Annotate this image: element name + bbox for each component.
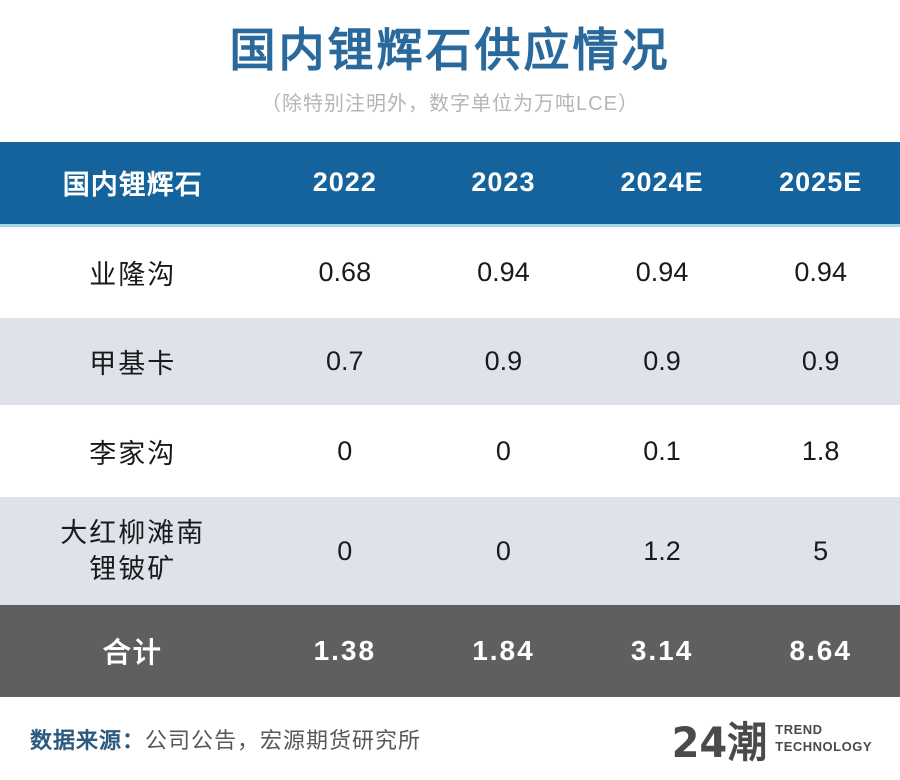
- data-source-text: 公司公告，宏源期货研究所: [145, 727, 422, 753]
- cell-value: 1.8: [801, 435, 840, 466]
- cell-value: 0: [495, 535, 511, 566]
- row-name-line1: 大红柳滩南: [60, 517, 206, 548]
- cell-value: 0.7: [326, 346, 364, 376]
- table-header-row: 国内锂辉石 2022 2023 2024E 2025E: [0, 142, 900, 227]
- logo-wordmark: TREND TECHNOLOGY: [775, 722, 872, 755]
- total-value: 3.14: [630, 635, 694, 666]
- data-source-label: 数据来源：: [30, 727, 146, 753]
- cell-value: 0.9: [643, 346, 681, 376]
- page-subtitle: （除特别注明外，数字单位为万吨LCE）: [261, 92, 639, 115]
- cell-value: 0.94: [635, 256, 689, 287]
- table-row: 甲基卡 0.7 0.9 0.9 0.9: [0, 318, 900, 405]
- cell-value: 0: [495, 435, 511, 466]
- total-value: 1.84: [472, 635, 535, 666]
- row-name: 大红柳滩南 锂铍矿: [0, 497, 266, 605]
- data-source: 数据来源：公司公告，宏源期货研究所: [30, 723, 421, 755]
- header-cell-2024e: 2024E: [582, 142, 742, 227]
- header-cell-2025e: 2025E: [741, 142, 900, 227]
- table-row: 大红柳滩南 锂铍矿 0 0 1.2 5: [0, 497, 900, 605]
- table-row: 业隆沟 0.68 0.94 0.94 0.94: [0, 225, 900, 318]
- cell-value: 0.9: [484, 346, 523, 376]
- row-name: 李家沟: [89, 438, 177, 469]
- cell-value: 1.2: [643, 535, 681, 566]
- row-name-line2: 锂铍矿: [89, 554, 177, 584]
- cell-value: 0.1: [643, 435, 681, 466]
- page-title: 国内锂辉石供应情况: [229, 24, 671, 76]
- cell-value: 0.94: [477, 256, 530, 287]
- cell-value: 0.68: [318, 256, 372, 287]
- total-value: 8.64: [789, 635, 852, 666]
- total-value: 1.38: [313, 635, 377, 666]
- row-name: 业隆沟: [89, 259, 177, 290]
- header-cell-2023: 2023: [424, 142, 583, 227]
- brand-logo: 24潮 TREND TECHNOLOGY: [672, 710, 872, 768]
- title-block: 国内锂辉石供应情况 （除特别注明外，数字单位为万吨LCE）: [0, 0, 900, 142]
- cell-value: 0: [337, 535, 353, 566]
- logo-word-technology: TECHNOLOGY: [775, 738, 872, 754]
- logo-word-trend: TREND: [775, 722, 823, 738]
- cell-value: 0.94: [794, 256, 847, 287]
- logo-24chao: 24潮: [671, 718, 768, 767]
- header-cell-2022: 2022: [265, 142, 425, 227]
- supply-table: 国内锂辉石 2022 2023 2024E 2025E 业隆沟 0.68 0.9…: [0, 142, 900, 697]
- table-row: 李家沟 0 0 0.1 1.8: [0, 405, 900, 497]
- cell-value: 5: [813, 535, 829, 566]
- table-total-row: 合计 1.38 1.84 3.14 8.64: [0, 605, 900, 697]
- cell-value: 0: [337, 435, 353, 466]
- total-label: 合计: [102, 637, 163, 668]
- footer: 数据来源：公司公告，宏源期货研究所 24潮 TREND TECHNOLOGY: [0, 697, 900, 780]
- cell-value: 0.9: [801, 346, 840, 376]
- header-cell-name: 国内锂辉石: [0, 142, 266, 227]
- row-name: 甲基卡: [89, 349, 177, 379]
